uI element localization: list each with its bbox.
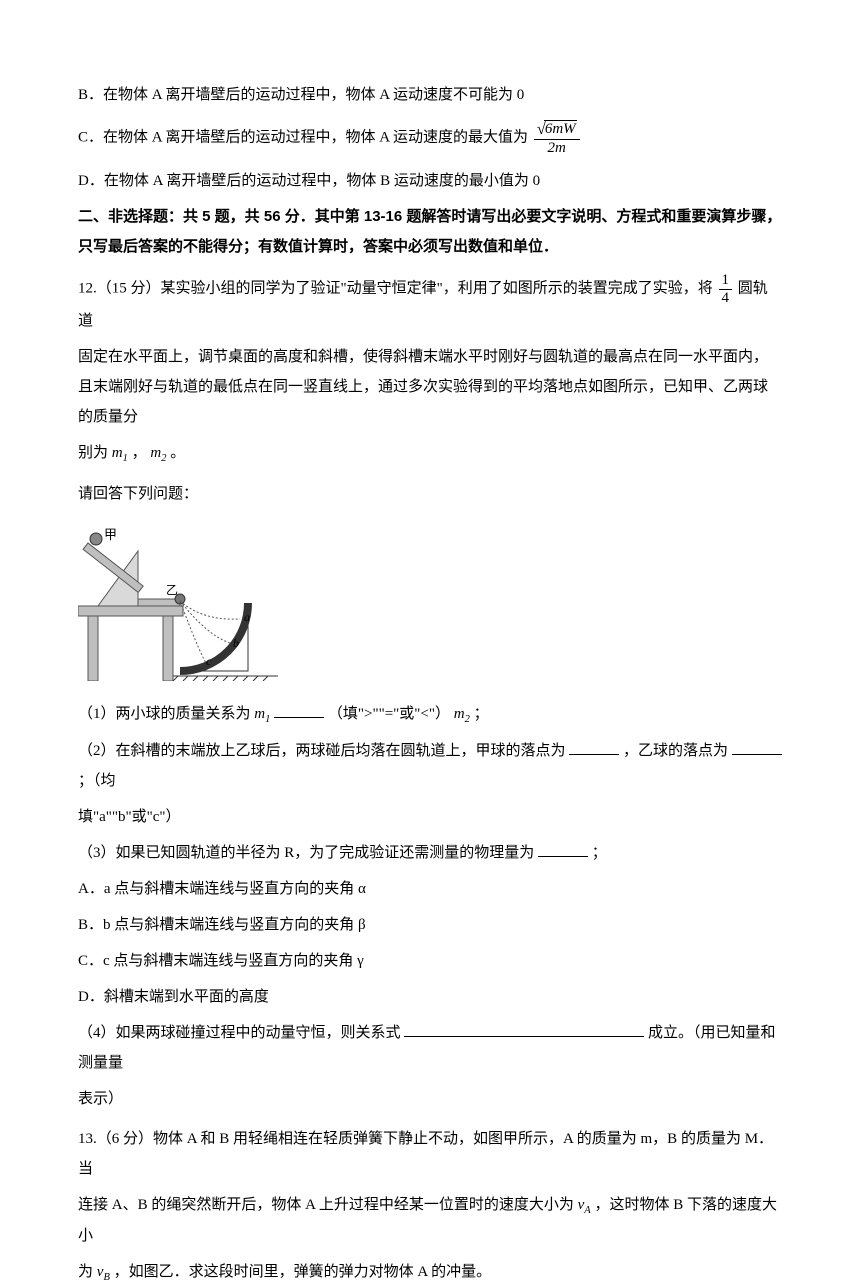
label-yi: 乙 [166, 583, 178, 597]
q12-prompt: 请回答下列问题： [78, 479, 782, 509]
option-d-text: D．在物体 A 离开墙壁后的运动过程中，物体 B 运动速度的最小值为 0 [78, 173, 540, 189]
var-m2-b: m2 [454, 706, 470, 722]
blank-p3[interactable] [538, 842, 588, 857]
var-m1-b: m1 [254, 706, 270, 722]
label-b: b [233, 636, 239, 650]
q12-figure: 甲 乙 a b c [78, 521, 782, 681]
blank-p2b[interactable] [732, 740, 782, 755]
option-d: D．在物体 A 离开墙壁后的运动过程中，物体 B 运动速度的最小值为 0 [78, 166, 782, 196]
q12-optC: C．c 点与斜槽末端连线与竖直方向的夹角 γ [78, 946, 782, 976]
q12-p4-line2: 表示） [78, 1084, 782, 1114]
var-m1: m1 [112, 445, 128, 461]
q12-optD: D．斜槽末端到水平面的高度 [78, 982, 782, 1012]
option-c-fraction: 6mW 2m [534, 120, 580, 156]
q12-p3: （3）如果已知圆轨道的半径为 R，为了完成验证还需测量的物理量为 ； [78, 838, 782, 868]
q12-p4-line1: （4）如果两球碰撞过程中的动量守恒，则关系式 成立。（用已知量和测量量 [78, 1018, 782, 1078]
q12-stem-line1: 12.（15 分）某实验小组的同学为了验证"动量守恒定律"，利用了如图所示的装置… [78, 272, 782, 336]
label-jia: 甲 [104, 527, 117, 542]
q12-optA: A．a 点与斜槽末端连线与竖直方向的夹角 α [78, 874, 782, 904]
q12-p1: （1）两小球的质量关系为 m1 （填">""="或"<"） m2 ； [78, 699, 782, 730]
option-c-prefix: C．在物体 A 离开墙壁后的运动过程中，物体 A 运动速度的最大值为 [78, 129, 528, 145]
apparatus-diagram: 甲 乙 a b c [78, 521, 288, 681]
q12-p2-line2: 填"a""b"或"c"） [78, 802, 782, 832]
option-b-text: B．在物体 A 离开墙壁后的运动过程中，物体 A 运动速度不可能为 0 [78, 87, 524, 103]
label-c: c [206, 654, 212, 668]
section-2-heading: 二、非选择题：共 5 题，共 56 分．其中第 13-16 题解答时请写出必要文… [78, 202, 782, 262]
q13-line2: 连接 A、B 的绳突然断开后，物体 A 上升过程中经某一位置时的速度大小为 vA… [78, 1190, 782, 1251]
var-m2: m2 [150, 445, 166, 461]
option-b: B．在物体 A 离开墙壁后的运动过程中，物体 A 运动速度不可能为 0 [78, 80, 782, 110]
blank-p4[interactable] [404, 1022, 644, 1037]
q12-fraction: 1 4 [719, 272, 733, 306]
q13-line1: 13.（6 分）物体 A 和 B 用轻绳相连在轻质弹簧下静止不动，如图甲所示，A… [78, 1124, 782, 1184]
q12-body2: 固定在水平面上，调节桌面的高度和斜槽，使得斜槽末端水平时刚好与圆轨道的最高点在同… [78, 342, 782, 432]
q12-p2-line1: （2）在斜槽的末端放上乙球后，两球碰后均落在圆轨道上，甲球的落点为 ，乙球的落点… [78, 736, 782, 796]
q12-body3: 别为 m1 ， m2 。 [78, 438, 782, 469]
var-vA: vA [578, 1197, 591, 1213]
var-vB: vB [97, 1264, 110, 1280]
q12-optB: B．b 点与斜槽末端连线与竖直方向的夹角 β [78, 910, 782, 940]
blank-p1[interactable] [274, 703, 324, 718]
q13-line3: 为 vB ，如图乙．求这段时间里，弹簧的弹力对物体 A 的冲量。 [78, 1257, 782, 1288]
option-c: C．在物体 A 离开墙壁后的运动过程中，物体 A 运动速度的最大值为 6mW 2… [78, 120, 782, 156]
blank-p2a[interactable] [569, 740, 619, 755]
label-a: a [244, 610, 250, 624]
